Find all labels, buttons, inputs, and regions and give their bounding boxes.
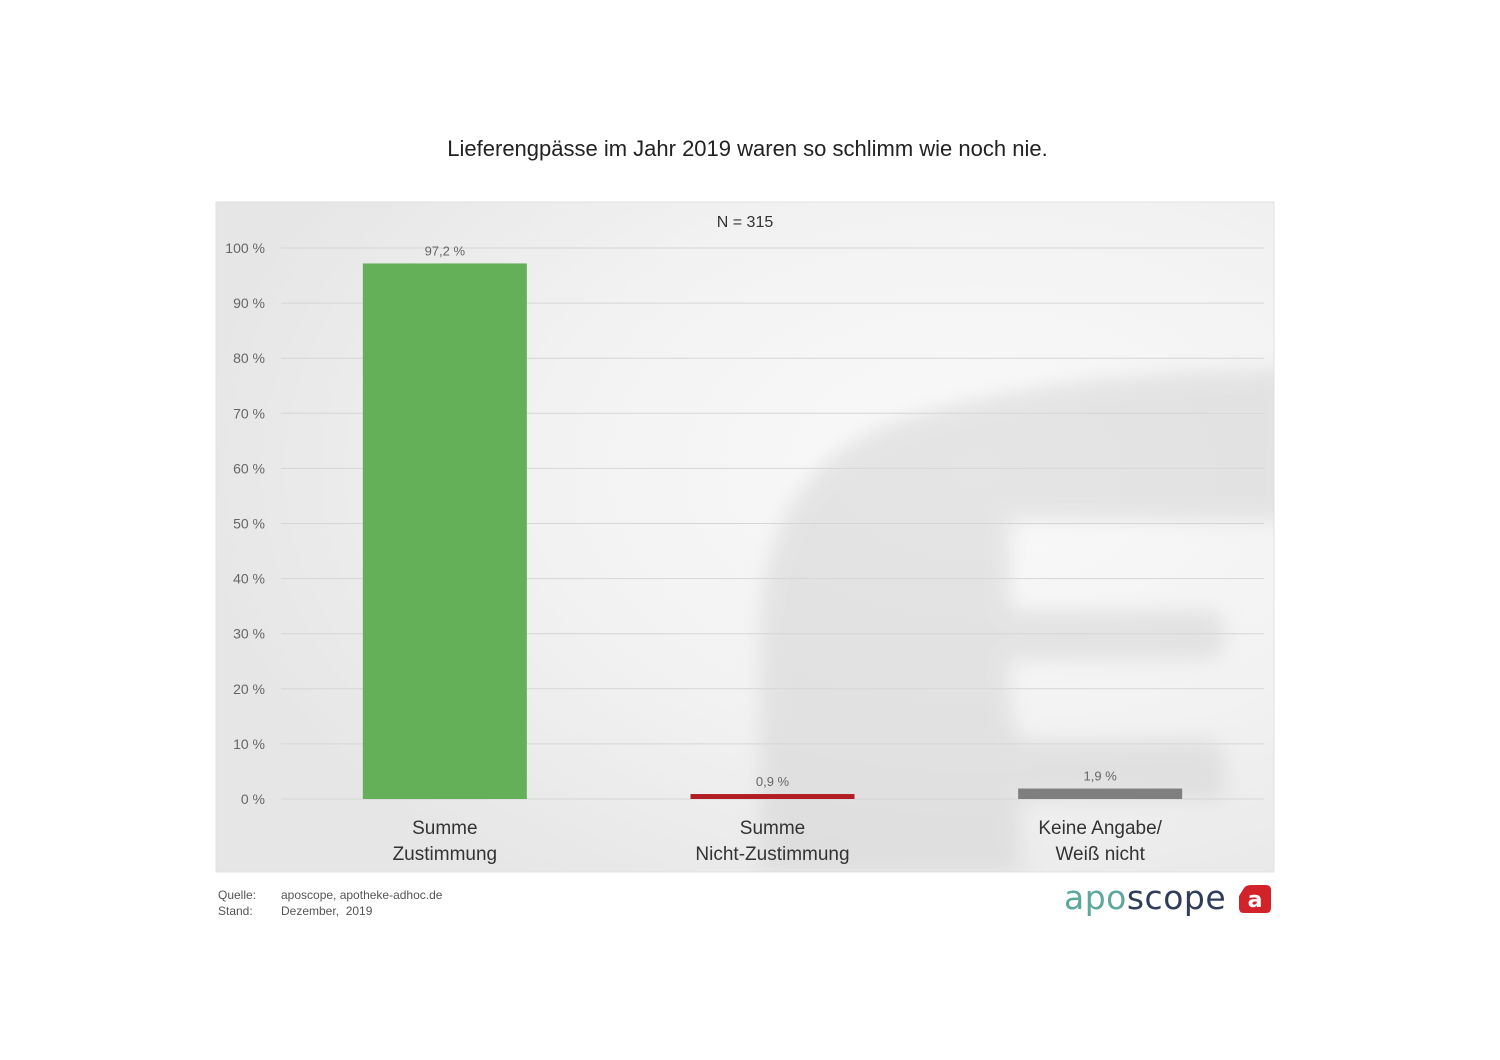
watermark-shape (760, 370, 1274, 872)
bars (362, 263, 1183, 800)
bar (362, 263, 527, 800)
source-value: aposcope, apotheke-adhoc.de (281, 888, 443, 902)
x-tick-label: Summe (740, 818, 805, 839)
value-label: 97,2 % (425, 243, 466, 258)
x-tick-label: Summe (412, 818, 477, 839)
y-tick-label: 70 % (233, 405, 265, 421)
y-tick-label: 20 % (233, 681, 265, 697)
y-tick-label: 40 % (233, 571, 265, 587)
source-label: Quelle: (218, 888, 257, 902)
bar (1018, 788, 1183, 799)
y-axis-ticks: 0 % 10 % 20 % 30 % 40 % 50 % 60 % 70 % 80 % 90 % 1… (225, 240, 265, 807)
chart-title: Lieferengpässe im Jahr 2019 waren so sch… (447, 136, 1048, 161)
sample-size-label: N = 315 (717, 214, 774, 231)
y-tick-label: 0 % (241, 791, 265, 807)
value-labels: 97,2 % 0,9 % 1,9 % (425, 243, 1118, 789)
brand-mark-letter: a (1248, 888, 1263, 913)
y-tick-label: 50 % (233, 516, 265, 532)
bar (690, 794, 855, 799)
value-label: 1,9 % (1084, 769, 1118, 784)
apotheke-adhoc-logo-icon: a (1239, 885, 1271, 913)
value-label: 0,9 % (756, 774, 790, 789)
brand-part-scope: scope (1126, 878, 1227, 917)
x-axis-labels: Summe Zustimmung Summe Nicht-Zustimmung Kein… (393, 818, 1163, 865)
x-tick-label: Keine Angabe/ (1038, 818, 1162, 839)
y-tick-label: 10 % (233, 736, 265, 752)
y-tick-label: 100 % (225, 240, 265, 256)
y-tick-label: 80 % (233, 350, 265, 366)
brand-part-apo: apo (1064, 878, 1127, 917)
date-value: Dezember, 2019 (281, 904, 373, 918)
x-tick-label: Weiß nicht (1055, 844, 1145, 865)
aposcope-logo: aposcope (1064, 878, 1226, 917)
date-label: Stand: (218, 904, 253, 918)
x-tick-label: Zustimmung (393, 844, 498, 865)
y-tick-label: 60 % (233, 460, 265, 476)
x-tick-label: Nicht-Zustimmung (695, 844, 849, 865)
y-tick-label: 90 % (233, 295, 265, 311)
y-tick-label: 30 % (233, 626, 265, 642)
